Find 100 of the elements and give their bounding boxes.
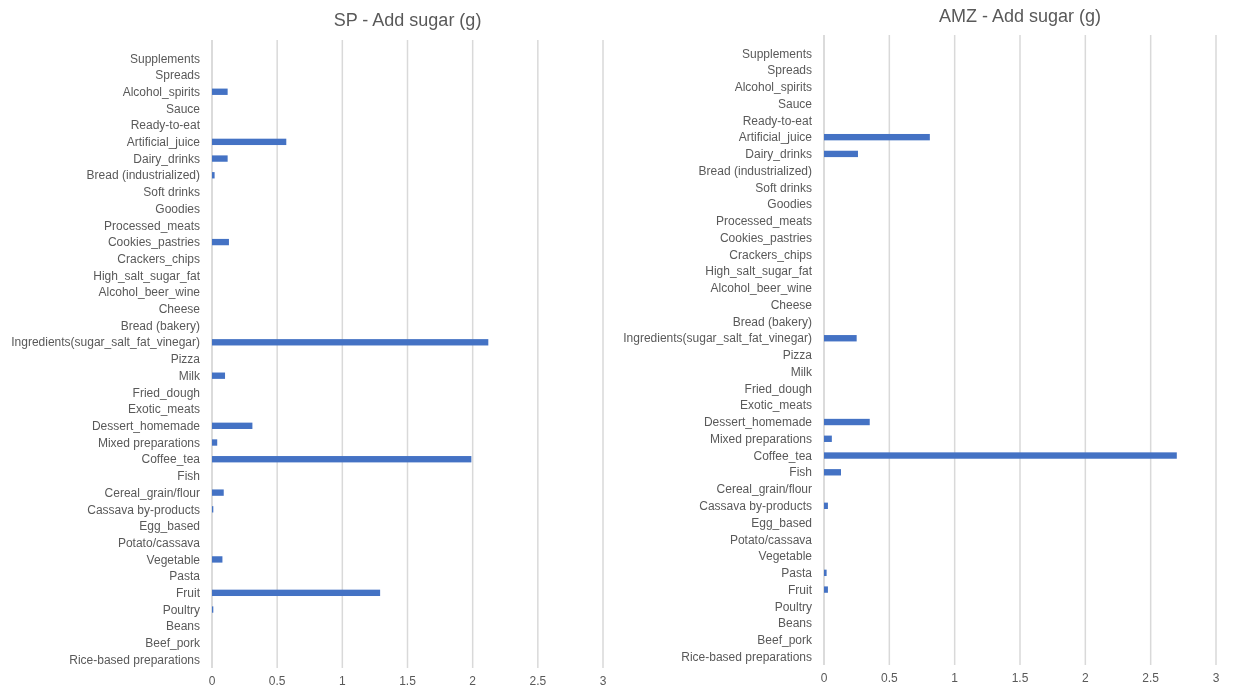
bar — [824, 452, 1177, 459]
x-tick-label: 3 — [1212, 671, 1220, 685]
y-tick-label: Processed_meats — [715, 214, 812, 229]
y-tick-label: Ready-to-eat — [742, 113, 813, 128]
y-tick-label: Bread (industrialized) — [698, 163, 812, 178]
y-tick-label: Spreads — [767, 63, 812, 78]
y-tick-label: Fish — [177, 469, 200, 484]
y-tick-label: Supplements — [741, 46, 812, 61]
y-tick-label: Egg_based — [751, 515, 812, 530]
bar — [212, 439, 218, 446]
bar — [212, 456, 472, 463]
bar — [824, 469, 841, 476]
y-tick-label: Poultry — [162, 602, 200, 617]
x-tick-label: 1.5 — [399, 674, 417, 688]
y-tick-label: Pasta — [169, 569, 201, 584]
y-tick-label: Crackers_chips — [117, 251, 200, 266]
y-tick-label: Cassava by-products — [699, 499, 812, 514]
y-tick-label: Beans — [165, 619, 200, 634]
y-tick-label: Exotic_meats — [127, 402, 200, 417]
y-tick-label: Bread (bakery) — [120, 318, 200, 333]
bar — [212, 172, 215, 179]
bar — [824, 418, 870, 426]
x-tick-label: 2 — [1081, 671, 1089, 685]
y-tick-label: Goodies — [155, 201, 200, 216]
x-tick-label: 2.5 — [529, 674, 547, 688]
bar — [212, 556, 223, 563]
y-tick-label: Rice-based preparations — [69, 652, 200, 667]
y-tick-label: Coffee_tea — [141, 452, 201, 467]
y-tick-label: Ready-to-eat — [130, 118, 201, 133]
y-tick-label: Coffee_tea — [753, 448, 813, 463]
y-tick-label: High_salt_sugar_fat — [705, 264, 813, 279]
y-tick-label: Vegetable — [758, 549, 813, 564]
bar — [824, 335, 857, 342]
y-tick-label: Alcohol_spirits — [122, 84, 200, 99]
x-tick-label: 0.5 — [880, 671, 898, 685]
y-tick-label: Cereal_grain/flour — [104, 485, 200, 500]
y-tick-label: Pizza — [170, 352, 201, 367]
y-tick-label: Bread (industrialized) — [86, 168, 200, 183]
x-tick-label: 2 — [469, 674, 477, 688]
y-tick-label: Spreads — [155, 68, 200, 83]
bar — [824, 133, 930, 141]
y-tick-label: Vegetable — [146, 552, 201, 567]
bar — [212, 339, 489, 346]
y-tick-label: Egg_based — [139, 519, 200, 534]
y-tick-label: Cookies_pastries — [107, 235, 200, 250]
x-tick-label: 0 — [208, 674, 216, 688]
y-tick-label: Cereal_grain/flour — [716, 482, 812, 497]
bar — [212, 88, 228, 95]
bar — [212, 589, 381, 597]
y-tick-label: Dessert_homemade — [91, 419, 201, 434]
y-tick-label: Crackers_chips — [729, 247, 812, 262]
y-tick-label: Dairy_drinks — [745, 147, 812, 162]
x-tick-label: 1 — [338, 674, 346, 688]
x-tick-label: 0.5 — [268, 674, 286, 688]
y-tick-label: Cheese — [158, 302, 201, 317]
y-tick-label: Cheese — [770, 297, 813, 312]
x-tick-label: 1 — [951, 671, 959, 685]
y-tick-label: Fruit — [788, 582, 813, 597]
y-tick-label: Potato/cassava — [117, 535, 201, 550]
chart-title: SP - Add sugar (g) — [333, 10, 482, 30]
x-tick-label: 3 — [599, 674, 607, 688]
y-tick-label: Artificial_juice — [738, 130, 813, 145]
y-tick-label: Dessert_homemade — [703, 415, 813, 430]
y-tick-label: Pasta — [781, 566, 813, 581]
y-tick-label: Cassava by-products — [87, 502, 200, 517]
bar — [212, 489, 224, 496]
y-tick-label: Beef_pork — [757, 633, 813, 648]
y-tick-label: Artificial_juice — [126, 135, 201, 150]
y-tick-label: Milk — [178, 368, 201, 383]
y-tick-label: Processed_meats — [103, 218, 200, 233]
x-tick-label: 0 — [820, 671, 828, 685]
y-tick-label: Potato/cassava — [729, 532, 813, 547]
bar — [824, 502, 828, 509]
y-tick-label: Mixed preparations — [709, 431, 812, 446]
bar — [824, 586, 828, 593]
y-tick-label: Milk — [790, 364, 813, 379]
y-tick-label: Fried_dough — [132, 385, 200, 400]
y-tick-label: Alcohol_beer_wine — [710, 281, 813, 296]
y-tick-label: Soft drinks — [755, 180, 812, 195]
y-tick-label: Goodies — [767, 197, 812, 212]
y-tick-label: Alcohol_spirits — [734, 80, 812, 95]
bar — [824, 150, 858, 158]
y-tick-label: Soft drinks — [143, 185, 200, 200]
bar — [212, 372, 226, 379]
y-tick-label: Cookies_pastries — [719, 230, 812, 245]
y-tick-label: Exotic_meats — [739, 398, 812, 413]
y-tick-label: Poultry — [774, 599, 812, 614]
y-tick-label: Mixed preparations — [97, 435, 200, 450]
y-tick-label: Ingredients(sugar_salt_fat_vinegar) — [11, 335, 200, 350]
y-tick-label: Sauce — [165, 101, 201, 116]
y-tick-label: Supplements — [129, 51, 200, 66]
bar — [824, 569, 827, 577]
bar — [212, 238, 229, 246]
y-tick-label: Alcohol_beer_wine — [98, 285, 201, 300]
bar — [212, 422, 253, 429]
y-tick-label: Beef_pork — [145, 636, 201, 651]
y-tick-label: Fruit — [176, 586, 201, 601]
y-tick-label: Ingredients(sugar_salt_fat_vinegar) — [623, 331, 812, 346]
y-tick-label: Beans — [777, 616, 812, 631]
y-tick-label: Rice-based preparations — [681, 649, 812, 664]
